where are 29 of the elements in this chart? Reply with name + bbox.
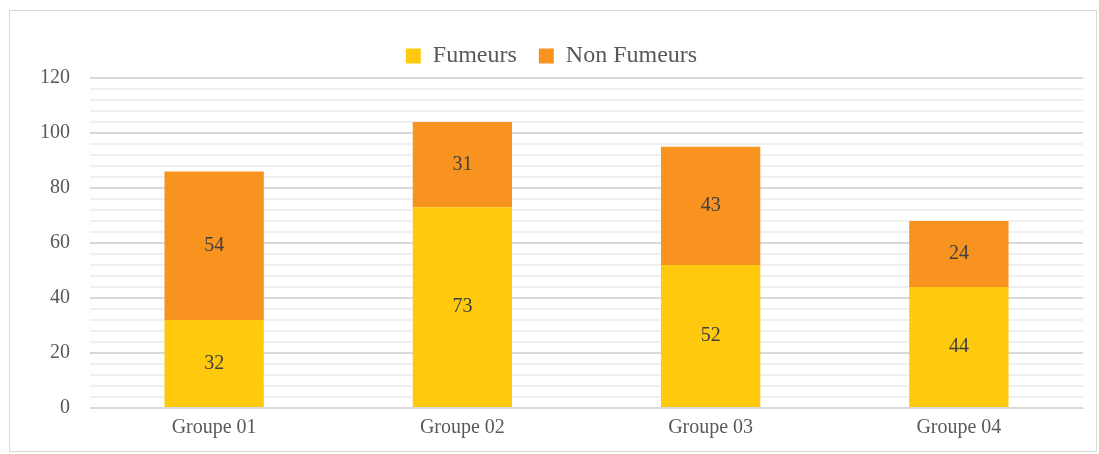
data-label: 32 xyxy=(204,350,225,373)
data-label: 52 xyxy=(700,323,721,346)
bar xyxy=(909,287,1009,407)
x-tick-label: Groupe 04 xyxy=(916,415,1002,439)
x-tick-label: Groupe 01 xyxy=(171,415,257,439)
legend-label: Fumeurs xyxy=(432,41,517,68)
legend-label: Non Fumeurs xyxy=(565,41,698,68)
data-label: 44 xyxy=(948,334,969,357)
bar xyxy=(660,146,761,265)
data-label: 24 xyxy=(948,241,969,264)
data-label: 31 xyxy=(452,151,473,174)
y-tick-label: 40 xyxy=(50,285,70,308)
y-tick-label: 100 xyxy=(40,120,70,143)
data-label: 54 xyxy=(204,233,225,255)
bar xyxy=(412,207,513,407)
bar xyxy=(164,320,264,407)
x-tick-label: Groupe 03 xyxy=(668,415,754,439)
bar xyxy=(660,265,761,407)
data-label: 43 xyxy=(700,193,721,216)
x-tick-label: Groupe 02 xyxy=(419,415,505,439)
bar xyxy=(412,122,513,208)
data-label: 73 xyxy=(452,294,473,317)
bar xyxy=(164,171,264,320)
y-tick-label: 60 xyxy=(50,230,70,253)
y-tick-label: 0 xyxy=(60,395,70,418)
y-tick-label: 20 xyxy=(50,340,70,363)
y-tick-label: 80 xyxy=(50,175,70,198)
y-tick-label: 120 xyxy=(40,65,70,88)
bar xyxy=(909,221,1009,287)
